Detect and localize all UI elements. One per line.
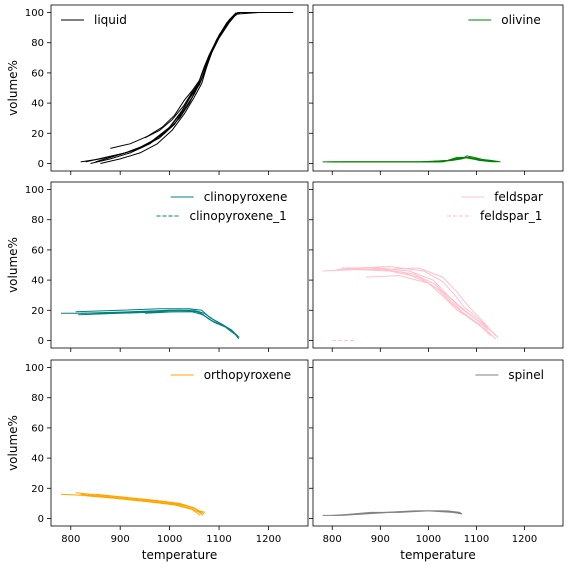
y-tick-label: 100 bbox=[25, 8, 44, 19]
x-tick-label: 1100 bbox=[464, 534, 489, 545]
series-line-2 bbox=[80, 493, 206, 513]
y-axis-label: volume% bbox=[6, 415, 20, 471]
x-axis-label: temperature bbox=[142, 548, 217, 562]
plot-frame bbox=[312, 4, 564, 172]
legend-label: clinopyroxene bbox=[204, 190, 288, 204]
x-tick-label: 1100 bbox=[206, 534, 231, 545]
series-group bbox=[60, 308, 240, 340]
x-tick-label: 800 bbox=[61, 534, 80, 545]
legend-label: feldspar bbox=[494, 190, 543, 204]
series-line-2 bbox=[341, 267, 499, 338]
legend-label: orthopyroxene bbox=[204, 368, 291, 382]
series-line-3 bbox=[80, 309, 240, 338]
plot-frame bbox=[50, 181, 309, 349]
series-line-3 bbox=[95, 12, 241, 163]
plot-frame bbox=[312, 181, 564, 349]
y-tick-label: 60 bbox=[31, 245, 44, 256]
panel-middle-right: feldspar feldspar_1 bbox=[309, 181, 564, 352]
series-line-6 bbox=[380, 267, 497, 337]
x-tick-label: 1200 bbox=[512, 534, 537, 545]
y-tick-label: 60 bbox=[31, 423, 44, 434]
series-line-1 bbox=[332, 510, 462, 516]
series-line-3 bbox=[85, 495, 201, 516]
series-line-1 bbox=[336, 267, 497, 340]
y-tick-label: 80 bbox=[31, 215, 44, 226]
series-line-6 bbox=[144, 13, 236, 139]
y-tick-label: 0 bbox=[38, 159, 44, 170]
y-tick-label: 0 bbox=[38, 336, 44, 347]
plot-frame bbox=[50, 4, 309, 172]
panel-middle-left: 020406080100volume%clinopyroxeneclinopyr… bbox=[6, 181, 309, 352]
x-tick-label: 900 bbox=[371, 534, 390, 545]
series-group bbox=[60, 492, 206, 516]
x-tick-label: 1200 bbox=[256, 534, 281, 545]
legend-label: clinopyroxene_1 bbox=[190, 209, 287, 223]
series-line-4 bbox=[144, 311, 236, 335]
y-tick-label: 80 bbox=[31, 38, 44, 49]
y-tick-label: 40 bbox=[31, 454, 44, 465]
series-line-4 bbox=[95, 493, 203, 515]
y-tick-label: 20 bbox=[31, 306, 44, 317]
x-tick-label: 900 bbox=[111, 534, 130, 545]
panel-bottom-left: 800 900 1000 1100 1200 0 20 40 60 80 100 volume% tem… bbox=[6, 359, 309, 562]
series-line-0 bbox=[80, 12, 294, 163]
series-line-5 bbox=[365, 275, 489, 331]
y-tick-label: 40 bbox=[31, 99, 44, 110]
legend: spinel bbox=[475, 368, 544, 382]
series-line-2 bbox=[336, 510, 463, 516]
plot-frame bbox=[312, 359, 564, 527]
legend-label: olivine bbox=[501, 13, 540, 27]
y-tick-label: 20 bbox=[31, 129, 44, 140]
legend-label: feldspar_1 bbox=[480, 209, 542, 223]
y-tick-label: 60 bbox=[31, 68, 44, 79]
legend: olivine bbox=[468, 13, 541, 27]
series-group bbox=[322, 266, 499, 341]
series-group bbox=[80, 12, 294, 164]
panel-top-right: olivine bbox=[309, 4, 564, 175]
legend: orthopyroxene bbox=[170, 368, 291, 382]
series-line-4 bbox=[356, 266, 493, 332]
y-tick-label: 40 bbox=[31, 276, 44, 287]
legend: liquid bbox=[61, 13, 127, 27]
series-line-2 bbox=[78, 311, 240, 340]
y-tick-label: 100 bbox=[25, 185, 44, 196]
series-line-1 bbox=[85, 12, 269, 163]
series-group bbox=[322, 510, 463, 516]
plot-frame bbox=[50, 359, 309, 527]
x-tick-label: 1000 bbox=[416, 534, 441, 545]
y-tick-label: 20 bbox=[31, 484, 44, 495]
x-axis-label: temperature bbox=[400, 548, 475, 562]
panel-bottom-right: 800 900 1000 1100 1200 temperature spinel bbox=[309, 359, 564, 562]
series-line-3 bbox=[341, 156, 494, 163]
panel-top-left: 0 20 40 60 80 100 volume% liquid bbox=[6, 4, 309, 175]
x-tick-label: 1000 bbox=[157, 534, 182, 545]
y-axis-label: volume% bbox=[6, 237, 20, 293]
y-tick-label: 80 bbox=[31, 393, 44, 404]
series-line-2 bbox=[90, 12, 240, 164]
legend: clinopyroxene clinopyroxene_1 bbox=[156, 190, 288, 223]
y-tick-label: 100 bbox=[25, 363, 44, 374]
y-axis-label: volume% bbox=[6, 60, 20, 116]
y-tick-label: 0 bbox=[38, 514, 44, 525]
legend: feldspar feldspar_1 bbox=[447, 190, 543, 223]
legend-label: liquid bbox=[94, 13, 127, 27]
series-group bbox=[322, 155, 501, 163]
x-tick-label: 800 bbox=[323, 534, 342, 545]
legend-label: spinel bbox=[508, 368, 544, 382]
